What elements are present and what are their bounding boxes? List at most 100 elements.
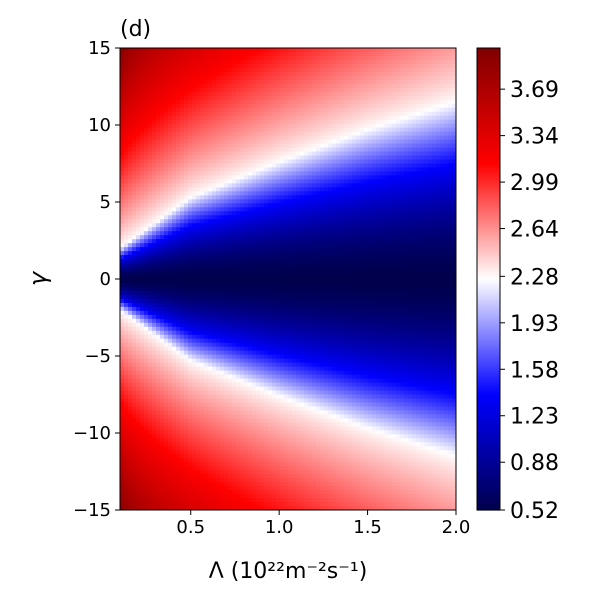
heatmap-cell <box>156 171 161 177</box>
heatmap-cell <box>256 286 261 292</box>
heatmap-cell <box>288 103 293 109</box>
heatmap-cell <box>236 474 241 479</box>
heatmap-cell <box>208 111 213 117</box>
heatmap-cell <box>288 386 293 392</box>
heatmap-cell <box>204 386 209 392</box>
heatmap-cell <box>180 334 185 340</box>
heatmap-cell <box>236 382 241 388</box>
heatmap-cell <box>176 71 181 77</box>
heatmap-cell <box>168 326 173 332</box>
heatmap-cell <box>128 163 133 169</box>
heatmap-cell <box>252 442 257 447</box>
heatmap-cell <box>140 498 145 503</box>
heatmap-cell <box>136 422 141 427</box>
heatmap-cell <box>184 338 189 344</box>
heatmap-cell <box>168 286 173 292</box>
heatmap-cell <box>192 506 197 510</box>
heatmap-cell <box>176 111 181 117</box>
heatmap-cell <box>140 474 145 479</box>
heatmap-cell <box>288 203 293 208</box>
heatmap-cell <box>268 239 273 244</box>
heatmap-cell <box>228 406 233 412</box>
heatmap-cell <box>148 183 153 188</box>
heatmap-cell <box>144 211 149 216</box>
heatmap-cell <box>160 187 165 192</box>
heatmap-cell <box>240 290 245 296</box>
heatmap-cell <box>256 294 261 300</box>
heatmap-cell <box>276 502 281 507</box>
heatmap-cell <box>212 191 217 196</box>
heatmap-cell <box>252 187 257 192</box>
heatmap-cell <box>252 247 257 252</box>
heatmap-cell <box>264 155 269 161</box>
heatmap-cell <box>140 99 145 105</box>
heatmap-cell <box>208 239 213 244</box>
heatmap-cell <box>164 259 169 264</box>
heatmap-cell <box>200 498 205 503</box>
heatmap-cell <box>244 458 249 463</box>
heatmap-cell <box>220 338 225 344</box>
heatmap-cell <box>288 87 293 93</box>
heatmap-cell <box>196 103 201 109</box>
heatmap-cell <box>256 414 261 419</box>
heatmap-cell <box>160 298 165 304</box>
heatmap-cell <box>148 482 153 487</box>
heatmap-cell <box>192 195 197 200</box>
heatmap-cell <box>160 159 165 165</box>
heatmap-cell <box>252 458 257 463</box>
heatmap-cell <box>148 282 153 288</box>
heatmap-cell <box>280 83 285 89</box>
heatmap-cell <box>256 171 261 177</box>
heatmap-cell <box>172 362 177 368</box>
heatmap-cell <box>256 143 261 149</box>
heatmap-cell <box>220 119 225 125</box>
heatmap-cell <box>208 430 213 435</box>
heatmap-cell <box>180 203 185 208</box>
heatmap-cell <box>172 95 177 101</box>
heatmap-cell <box>184 175 189 181</box>
heatmap-cell <box>284 267 289 272</box>
heatmap-cell <box>204 426 209 431</box>
heatmap-cell <box>232 171 237 177</box>
heatmap-cell <box>140 306 145 312</box>
heatmap-cell <box>200 127 205 133</box>
heatmap-cell <box>216 406 221 412</box>
heatmap-cell <box>132 159 137 165</box>
heatmap-cell <box>132 310 137 316</box>
heatmap-cell <box>208 422 213 427</box>
heatmap-cell <box>268 426 273 431</box>
heatmap-cell <box>124 378 129 384</box>
heatmap-cell <box>144 406 149 412</box>
heatmap-cell <box>204 123 209 129</box>
heatmap-cell <box>256 502 261 507</box>
heatmap-cell <box>224 251 229 256</box>
heatmap-cell <box>256 378 261 384</box>
heatmap-cell <box>244 290 249 296</box>
heatmap-cell <box>164 450 169 455</box>
heatmap-cell <box>268 382 273 388</box>
heatmap-cell <box>168 275 173 280</box>
heatmap-cell <box>172 290 177 296</box>
heatmap-cell <box>240 458 245 463</box>
heatmap-cell <box>160 386 165 392</box>
heatmap-cell <box>164 51 169 57</box>
heatmap-cell <box>204 414 209 419</box>
heatmap-cell <box>288 79 293 85</box>
heatmap-cell <box>264 318 269 324</box>
heatmap-cell <box>260 59 265 65</box>
heatmap-cell <box>272 506 277 510</box>
heatmap-cell <box>200 263 205 268</box>
heatmap-cell <box>260 446 265 451</box>
heatmap-cell <box>168 123 173 129</box>
heatmap-cell <box>140 207 145 212</box>
heatmap-cell <box>128 171 133 177</box>
heatmap-cell <box>284 414 289 419</box>
heatmap-cell <box>240 442 245 447</box>
heatmap-cell <box>208 490 213 495</box>
heatmap-cell <box>272 51 277 57</box>
heatmap-cell <box>128 370 133 376</box>
heatmap-cell <box>140 298 145 304</box>
heatmap-cell <box>184 135 189 141</box>
heatmap-cell <box>288 466 293 471</box>
